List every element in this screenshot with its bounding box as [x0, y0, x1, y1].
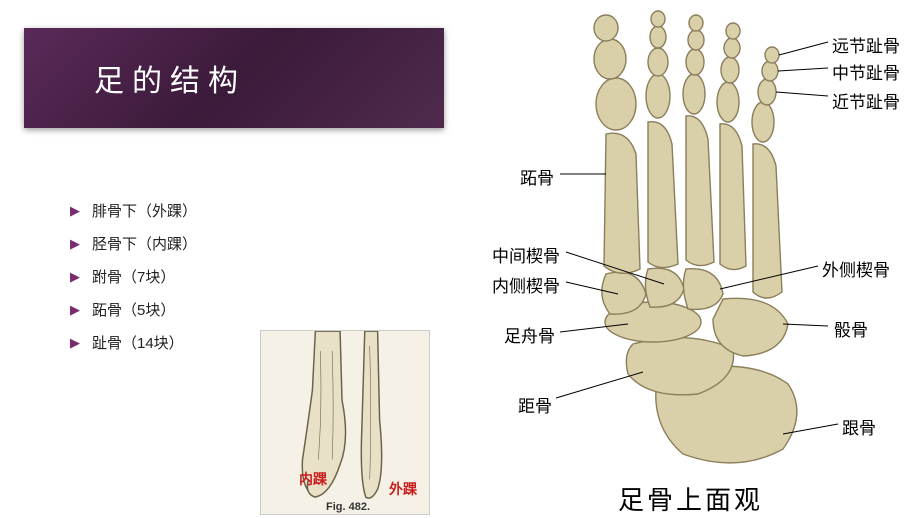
slide-title: 足的结构: [94, 56, 246, 100]
bullet-text: 跖骨（5块）: [92, 299, 175, 320]
label-metatarsal: 跖骨: [520, 164, 554, 189]
label-cuboid: 骰骨: [834, 316, 868, 341]
foot-caption: 足骨上面观: [618, 480, 763, 517]
bullet-icon: ▶: [70, 302, 80, 318]
bullet-icon: ▶: [70, 236, 80, 252]
bullet-text: 跗骨（7块）: [92, 266, 175, 287]
label-proximal-phalanx: 近节趾骨: [832, 88, 900, 113]
label-medial-cuneiform: 内侧楔骨: [492, 272, 560, 297]
label-lateral-cuneiform: 外侧楔骨: [822, 256, 890, 281]
ankle-label-outer: 外踝: [389, 479, 417, 499]
bullet-icon: ▶: [70, 335, 80, 351]
list-item: ▶ 胫骨下（内踝）: [70, 233, 197, 254]
list-item: ▶ 跗骨（7块）: [70, 266, 197, 287]
list-item: ▶ 跖骨（5块）: [70, 299, 197, 320]
foot-diagram: .b { fill:#d9cfa8; stroke:#8a7f5a; strok…: [488, 4, 918, 514]
label-intermediate-cuneiform: 中间楔骨: [492, 242, 560, 267]
title-banner: 足的结构: [24, 28, 444, 128]
bullet-text: 趾骨（14块）: [92, 332, 184, 353]
label-talus: 距骨: [518, 392, 552, 417]
list-item: ▶ 腓骨下（外踝）: [70, 200, 197, 221]
bullet-icon: ▶: [70, 203, 80, 219]
label-middle-phalanx: 中节趾骨: [832, 59, 900, 84]
ankle-fig-number: Fig. 482.: [326, 501, 370, 513]
list-item: ▶ 趾骨（14块）: [70, 332, 197, 353]
bullet-text: 胫骨下（内踝）: [92, 233, 197, 254]
ankle-label-inner: 内踝: [299, 469, 327, 489]
ankle-figure: 内踝 外踝 Fig. 482.: [260, 330, 430, 515]
bullet-text: 腓骨下（外踝）: [92, 200, 197, 221]
bullet-list: ▶ 腓骨下（外踝） ▶ 胫骨下（内踝） ▶ 跗骨（7块） ▶ 跖骨（5块） ▶ 趾骨（14…: [70, 200, 197, 365]
label-calcaneus: 跟骨: [842, 414, 876, 439]
label-navicular: 足舟骨: [504, 322, 555, 347]
label-distal-phalanx: 远节趾骨: [832, 32, 900, 57]
bullet-icon: ▶: [70, 269, 80, 285]
